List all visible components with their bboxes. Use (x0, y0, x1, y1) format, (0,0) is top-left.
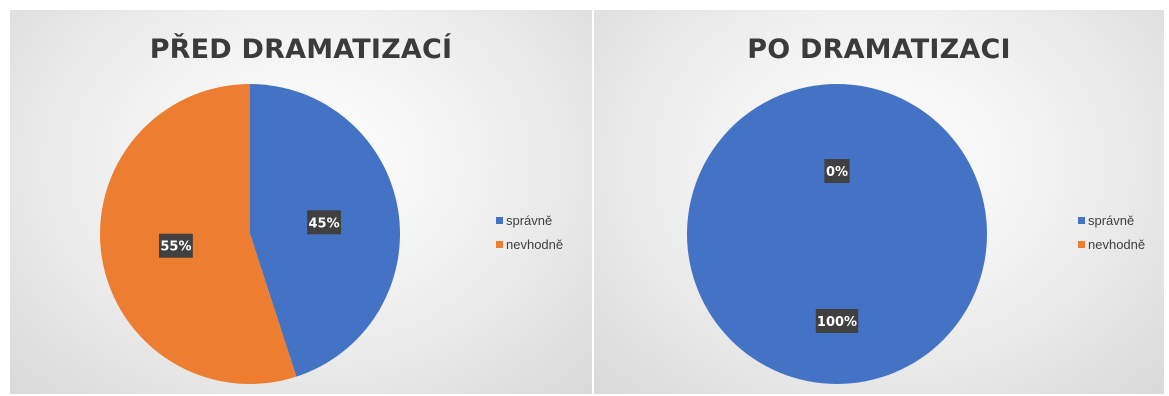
legend-label: nevhodně (506, 236, 564, 252)
pie-slice-spravne (687, 84, 987, 384)
data-label: 45% (307, 210, 341, 235)
data-label-text: 45% (309, 216, 340, 231)
data-label-text: 0% (826, 165, 848, 180)
legend-label: správně (1088, 212, 1135, 228)
data-label-box (824, 159, 850, 183)
chart-panel-after: PO DRAMATIZACI 100% 0% správně nevhodně (594, 10, 1164, 394)
data-label-box (815, 309, 859, 333)
legend-item-nevhodne: nevhodně (496, 232, 563, 256)
legend-label: správně (506, 212, 553, 228)
legend-swatch (1078, 240, 1085, 248)
data-label-box (159, 233, 193, 258)
legend-label: nevhodně (1088, 236, 1146, 252)
pie-chart-before: 45% 55% (99, 84, 400, 384)
data-label-text: 100% (817, 315, 857, 330)
data-label: 55% (159, 233, 193, 258)
data-label-box (307, 210, 341, 235)
legend-swatch (496, 240, 503, 248)
legend-swatch (496, 216, 503, 224)
chart-panel-before: PŘED DRAMATIZACÍ 45% 55% správně nevhodně (10, 10, 592, 394)
data-label: 0% (824, 159, 850, 183)
legend-item-nevhodne: nevhodně (1078, 232, 1145, 256)
chart-title: PŘED DRAMATIZACÍ (149, 34, 453, 65)
chart-legend: správně nevhodně (1078, 208, 1145, 256)
legend-swatch (1078, 216, 1085, 224)
legend-item-spravne: správně (496, 208, 563, 232)
chart-title: PO DRAMATIZACI (747, 34, 1011, 65)
pie-slice-nevhodne (99, 84, 297, 384)
data-label: 100% (815, 309, 859, 333)
legend-item-spravne: správně (1078, 208, 1145, 232)
pie-chart-after: 100% 0% (687, 84, 987, 384)
chart-legend: správně nevhodně (496, 208, 563, 256)
data-label-text: 55% (160, 240, 191, 255)
